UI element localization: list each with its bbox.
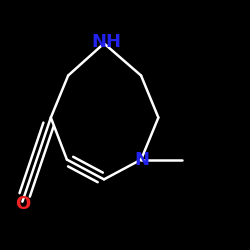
Text: O: O (15, 195, 30, 213)
Text: N: N (135, 150, 150, 168)
Text: NH: NH (92, 33, 122, 51)
